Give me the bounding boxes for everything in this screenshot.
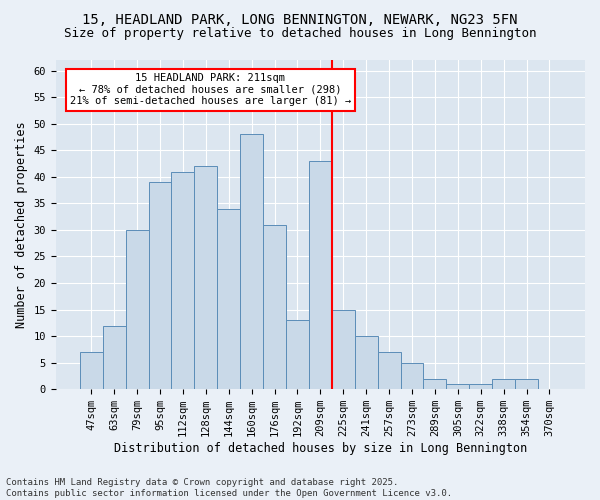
- Bar: [217, 208, 240, 389]
- Bar: [446, 384, 469, 389]
- Y-axis label: Number of detached properties: Number of detached properties: [15, 122, 28, 328]
- Bar: [401, 362, 424, 389]
- Text: Size of property relative to detached houses in Long Bennington: Size of property relative to detached ho…: [64, 28, 536, 40]
- Text: Contains HM Land Registry data © Crown copyright and database right 2025.
Contai: Contains HM Land Registry data © Crown c…: [6, 478, 452, 498]
- Bar: [355, 336, 377, 389]
- Bar: [377, 352, 401, 389]
- Bar: [149, 182, 172, 389]
- Text: 15 HEADLAND PARK: 211sqm
← 78% of detached houses are smaller (298)
21% of semi-: 15 HEADLAND PARK: 211sqm ← 78% of detach…: [70, 74, 351, 106]
- Bar: [332, 310, 355, 389]
- Bar: [469, 384, 492, 389]
- Bar: [492, 378, 515, 389]
- Bar: [286, 320, 309, 389]
- X-axis label: Distribution of detached houses by size in Long Bennington: Distribution of detached houses by size …: [114, 442, 527, 455]
- Text: 15, HEADLAND PARK, LONG BENNINGTON, NEWARK, NG23 5FN: 15, HEADLAND PARK, LONG BENNINGTON, NEWA…: [82, 12, 518, 26]
- Bar: [240, 134, 263, 389]
- Bar: [125, 230, 149, 389]
- Bar: [515, 378, 538, 389]
- Bar: [172, 172, 194, 389]
- Bar: [80, 352, 103, 389]
- Bar: [309, 161, 332, 389]
- Bar: [263, 224, 286, 389]
- Bar: [194, 166, 217, 389]
- Bar: [424, 378, 446, 389]
- Bar: [103, 326, 125, 389]
